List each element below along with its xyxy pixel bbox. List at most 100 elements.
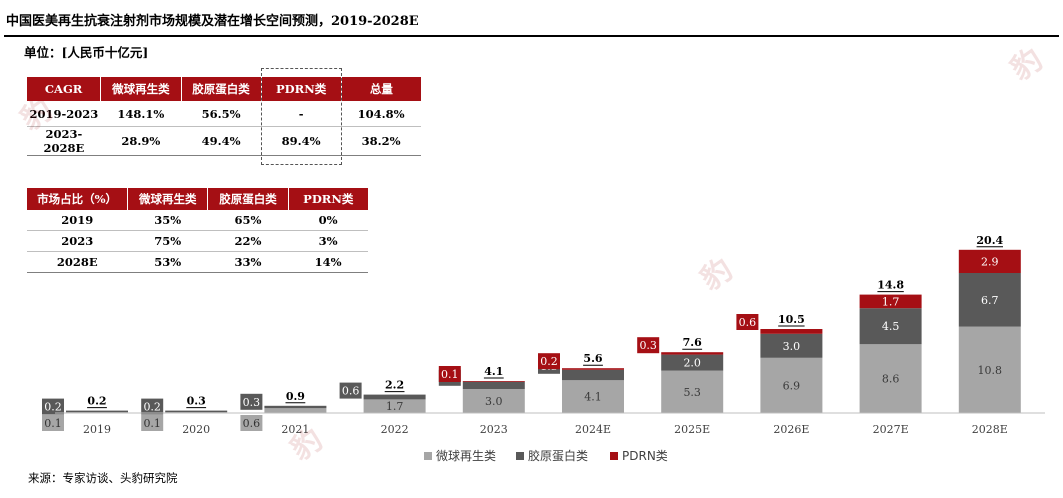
segment-label-box (240, 393, 263, 410)
cagr-header-cell: 总量 (341, 77, 421, 101)
segment-label: 0.3 (639, 339, 657, 352)
cagr-table: CAGR 微球再生类 胶原蛋白类 PDRN类 总量 2019-2023 148.… (27, 77, 421, 156)
total-label: 7.6 (683, 336, 702, 349)
segment-label-box (637, 337, 660, 354)
segment-label: 0.1 (441, 368, 459, 381)
bar-segment (661, 370, 724, 413)
x-tick-label: 2025E (674, 423, 710, 436)
segment-label-box (141, 398, 164, 415)
x-tick-label: 2020 (182, 423, 210, 436)
table-cell: - (261, 101, 342, 127)
table-cell: 89.4% (261, 126, 342, 156)
table-cell: 53% (127, 251, 208, 273)
segment-label: 1.7 (882, 295, 900, 308)
bar-segment (958, 326, 1021, 413)
segment-label: 1.7 (386, 400, 404, 413)
legend-swatch (424, 452, 432, 460)
bar-segment (562, 380, 624, 413)
segment-label: 0.6 (342, 385, 360, 398)
segment-label: 0.6 (739, 316, 757, 329)
segment-label: 10.8 (978, 364, 1003, 377)
x-tick-label: 2022 (381, 423, 409, 436)
bar-segment (562, 368, 624, 370)
bar-segment (760, 333, 823, 358)
share-header-cell: 市场占比（%） (27, 188, 129, 210)
bar-segment (760, 357, 823, 413)
table-row: 2023 75% 22% 3% (27, 230, 368, 252)
table-cell: 35% (127, 210, 208, 231)
table-cell: 104.8% (341, 101, 421, 127)
segment-label-box (339, 382, 362, 399)
bar-segment (661, 352, 724, 355)
legend-label: 微球再生类 (436, 449, 496, 463)
table-cell: 2023 (27, 230, 128, 252)
bar-segment (661, 354, 724, 371)
cagr-header-cell: PDRN类 (261, 77, 342, 101)
share-header-cell: 胶原蛋白类 (207, 188, 289, 210)
cagr-header-cell: 胶原蛋白类 (181, 77, 262, 101)
table-cell: 22% (207, 230, 289, 252)
bar-segment (958, 273, 1021, 327)
table-cell: 65% (207, 210, 289, 231)
bar-segment (66, 410, 128, 413)
segment-label-box (538, 353, 560, 370)
bar-segment (165, 410, 228, 413)
bar-segment (859, 308, 922, 345)
share-header-cell: 微球再生类 (127, 188, 209, 210)
total-label: 20.4 (976, 234, 1003, 247)
segment-label: 6.7 (981, 294, 999, 307)
table-row: 2019-2023 148.1% 56.5% - 104.8% (27, 101, 421, 127)
bar-segment (363, 399, 426, 413)
cagr-header-cell: 微球再生类 (100, 77, 182, 101)
x-tick-label: 2027E (873, 423, 909, 436)
bar-segment (462, 381, 525, 389)
x-tick-label: 2024E (575, 423, 611, 436)
segment-label: 3.0 (485, 395, 503, 408)
bar-segment (264, 405, 327, 409)
segment-label-box (240, 415, 263, 431)
table-cell: 56.5% (181, 101, 262, 127)
segment-label: 0.1 (44, 417, 62, 430)
legend-label: 胶原蛋白类 (528, 448, 588, 463)
segment-label: 0.1 (143, 417, 161, 430)
bar-segment (562, 369, 624, 381)
x-tick-label: 2023 (480, 423, 508, 436)
segment-label-box (141, 415, 164, 431)
segment-label: 0.3 (243, 396, 261, 409)
pdrn-highlight-box (261, 68, 342, 165)
table-row: 2019 35% 65% 0% (27, 210, 368, 231)
total-label: 0.2 (87, 395, 106, 408)
segment-label: 4.1 (584, 391, 602, 404)
table-cell: 28.9% (100, 126, 182, 156)
chart-title: 中国医美再生抗衰注射剂市场规模及潜在增长空间预测，2019-2028E (6, 14, 419, 29)
table-cell: 0% (288, 210, 368, 231)
total-label: 10.5 (778, 313, 805, 326)
x-tick-label: 2019 (83, 423, 111, 436)
share-header-cell: PDRN类 (288, 188, 368, 210)
segment-label: 2.9 (981, 255, 999, 268)
bar-segment (760, 329, 823, 334)
bar-segment (859, 344, 922, 413)
table-cell: 3% (288, 230, 368, 252)
cagr-header-cell: CAGR (27, 77, 102, 101)
table-cell: 49.4% (181, 126, 262, 156)
table-cell: 33% (207, 251, 289, 273)
segment-label: 6.9 (783, 379, 801, 392)
table-cell: 148.1% (100, 101, 182, 127)
segment-label: 3.0 (783, 340, 801, 353)
table-cell: 75% (127, 230, 208, 252)
table-cell: 2023-2028E (27, 126, 101, 156)
segment-label-box (438, 366, 461, 382)
segment-label: 5.3 (683, 386, 701, 399)
source-note: 来源：专家访谈、头豹研究院 (28, 471, 178, 485)
market-share-table: 市场占比（%） 微球再生类 胶原蛋白类 PDRN类 2019 35% 65% 0… (27, 188, 368, 273)
legend-swatch (516, 452, 524, 460)
bar-segment (462, 381, 525, 382)
legend-swatch (610, 452, 618, 460)
total-label: 0.9 (286, 390, 305, 403)
table-cell: 2019 (27, 210, 128, 231)
bar-segment (958, 249, 1021, 273)
segment-label: 0.2 (143, 401, 161, 414)
unit-label: 单位：[人民币十亿元] (24, 45, 149, 60)
